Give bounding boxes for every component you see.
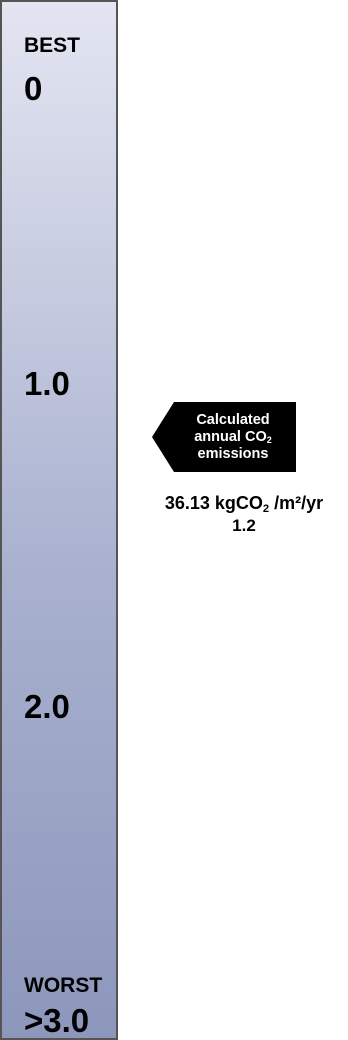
scale-tick-2: 2.0: [24, 688, 70, 725]
best-label: BEST: [24, 34, 81, 57]
indicator-line-3: emissions: [197, 445, 269, 462]
pointer-arrow-shape: [152, 402, 296, 472]
indicator-line-2-text: annual CO: [194, 428, 267, 445]
indicator-line-2: annual CO2: [194, 429, 272, 446]
indicator-line-1: Calculated: [196, 411, 270, 428]
rating-value: 1.2: [232, 516, 256, 535]
calculated-emissions-indicator: Calculated annual CO2 emissions: [170, 402, 296, 472]
emission-unit-suffix: /m²/yr: [269, 493, 324, 513]
emission-number: 36.13: [164, 493, 210, 513]
emission-unit-prefix: kgCO: [214, 493, 263, 513]
emission-unit-subscript: 2: [262, 502, 270, 515]
scale-tick-max: >3.0: [24, 1002, 90, 1039]
co2-rating-scale-bar: BEST 0 1.0 2.0 WORST >3.0: [0, 0, 118, 1040]
pointer-arrow-icon: [152, 402, 296, 472]
indicator-line-2-subscript: 2: [266, 434, 272, 445]
worst-label: WORST: [24, 974, 103, 997]
emission-value: 36.13 kgCO2 /m²/yr: [140, 493, 348, 514]
scale-tick-1: 1.0: [24, 365, 70, 402]
scale-tick-0: 0: [24, 70, 43, 107]
